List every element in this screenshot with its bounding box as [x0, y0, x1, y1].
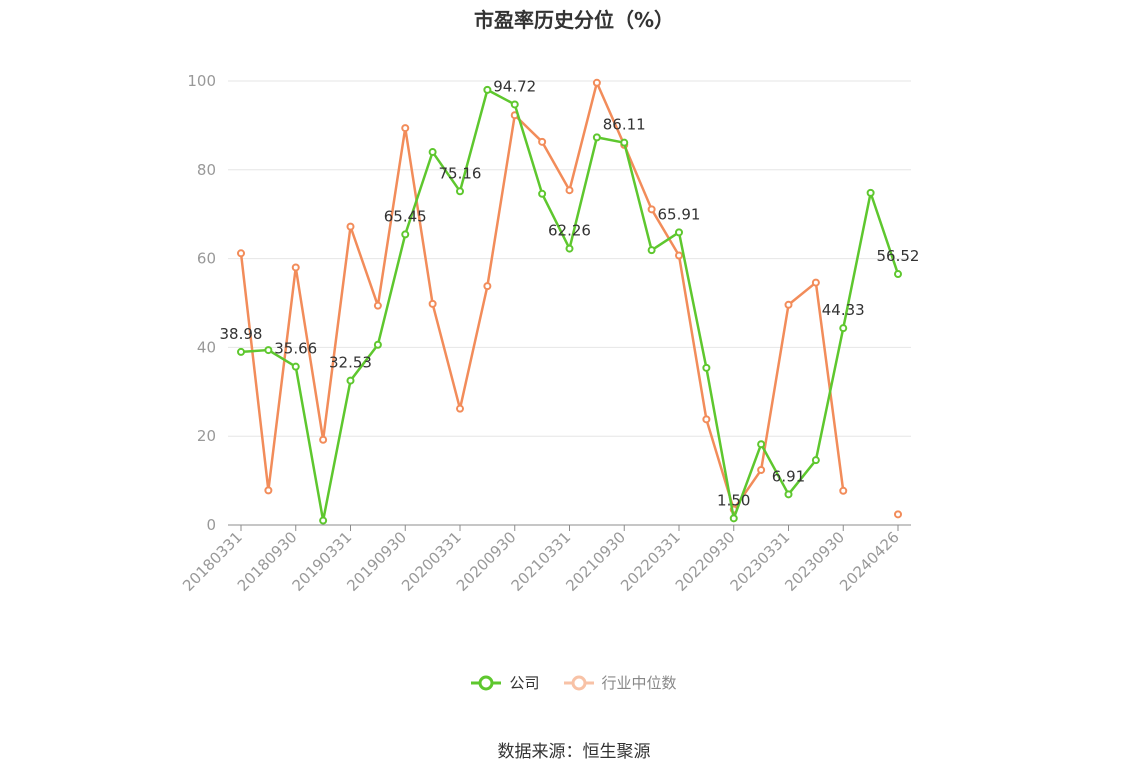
company-data-point — [839, 324, 848, 333]
company-data-label: 65.91 — [658, 205, 701, 223]
legend-industry-line-icon — [563, 675, 594, 690]
company-data-label: 62.26 — [548, 222, 591, 240]
company-data-point — [510, 100, 519, 109]
industry-data-point — [428, 299, 437, 308]
chart-title: 市盈率历史分位（%） — [473, 8, 675, 32]
company-data-point — [894, 270, 902, 279]
industry-data-point — [757, 465, 766, 474]
company-data-label: 6.91 — [772, 467, 805, 485]
company-data-point — [757, 440, 766, 449]
company-data-point — [702, 363, 711, 372]
industry-data-point — [237, 249, 245, 258]
company-data-point — [811, 456, 820, 465]
industry-data-point — [401, 124, 410, 133]
industry-data-point — [784, 300, 793, 309]
industry-data-point — [702, 415, 711, 424]
y-tick-label: 0 — [206, 516, 216, 534]
y-tick-label: 80 — [197, 161, 216, 179]
legend-company-line-icon — [471, 675, 502, 690]
industry-data-point — [811, 278, 820, 287]
legend-item-industry-median[interactable]: 行业中位数 — [563, 672, 677, 693]
industry-data-point — [319, 435, 328, 444]
industry-data-point — [565, 186, 574, 195]
company-data-label: 75.16 — [439, 164, 482, 182]
industry-data-point — [538, 137, 547, 146]
company-data-point — [620, 138, 629, 147]
company-data-point — [483, 85, 492, 94]
industry-data-point — [675, 251, 683, 260]
company-data-point — [346, 376, 355, 385]
industry-data-point — [483, 282, 492, 291]
company-data-point — [866, 188, 875, 197]
company-data-point — [592, 133, 601, 142]
company-data-label: 86.11 — [603, 116, 646, 134]
company-data-label: 65.45 — [384, 207, 427, 225]
company-data-point — [291, 362, 300, 371]
legend: 公司 行业中位数 — [0, 672, 1148, 693]
company-data-point — [675, 228, 683, 237]
data-source-note: 数据来源：恒生聚源 — [497, 742, 651, 762]
industry-data-point — [291, 263, 300, 272]
company-data-point — [784, 490, 793, 499]
company-data-point — [428, 148, 437, 157]
legend-item-company[interactable]: 公司 — [471, 672, 540, 693]
industry-data-point — [894, 510, 902, 519]
industry-data-point — [592, 78, 601, 87]
company-data-label: 44.33 — [822, 301, 865, 319]
company-data-label: 56.52 — [877, 247, 920, 265]
company-data-point — [538, 189, 547, 198]
industry-data-point — [346, 222, 355, 231]
company-data-point — [319, 516, 328, 525]
company-data-label: 38.98 — [220, 325, 263, 343]
company-data-label: 94.72 — [493, 77, 536, 95]
company-data-point — [373, 340, 382, 349]
industry-series-line — [241, 83, 898, 515]
industry-data-point — [647, 205, 656, 214]
company-data-point — [264, 346, 273, 355]
industry-data-point — [373, 301, 382, 310]
industry-data-point — [839, 486, 848, 495]
y-tick-label: 100 — [187, 72, 216, 90]
company-data-label: 32.53 — [329, 354, 372, 372]
company-data-point — [401, 230, 410, 239]
company-data-point — [456, 187, 464, 196]
y-tick-label: 20 — [197, 427, 216, 445]
company-data-point — [237, 347, 245, 356]
company-data-point — [729, 514, 738, 523]
company-data-point — [647, 246, 656, 255]
company-data-label: 35.66 — [274, 340, 317, 358]
industry-data-point — [456, 404, 464, 413]
legend-company-label: 公司 — [509, 674, 540, 692]
legend-industry-label: 行业中位数 — [601, 674, 677, 692]
company-data-label: 1.50 — [717, 491, 750, 509]
industry-data-point — [264, 486, 273, 495]
company-data-point — [565, 244, 574, 253]
y-tick-label: 40 — [197, 338, 216, 356]
y-tick-label: 60 — [197, 250, 216, 268]
x-tick-label: 20240426 — [836, 528, 903, 595]
